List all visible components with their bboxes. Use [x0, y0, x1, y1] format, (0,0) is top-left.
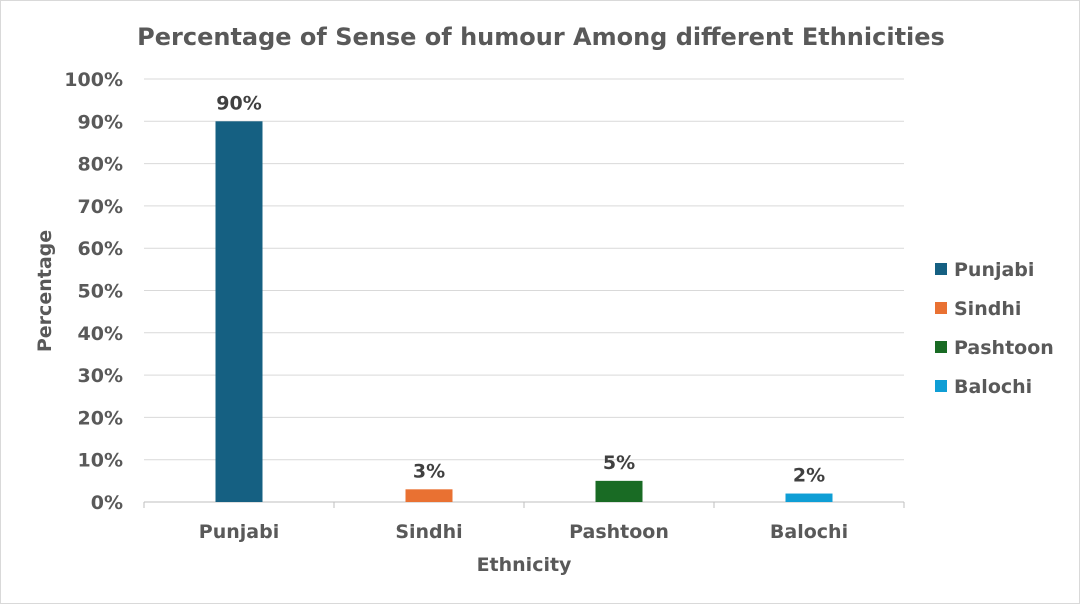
data-labels: 90% 3% 5% 2%	[216, 92, 825, 486]
legend-label: Sindhi	[954, 298, 1021, 320]
y-tick-label: 50%	[78, 281, 123, 303]
data-label-pashtoon: 5%	[603, 452, 635, 474]
y-tick-label: 20%	[78, 407, 123, 429]
y-tick-label: 90%	[78, 111, 123, 133]
legend-item-pashtoon: Pashtoon	[935, 337, 1054, 359]
legend-item-balochi: Balochi	[935, 376, 1032, 398]
category-label-balochi: Balochi	[770, 521, 848, 543]
y-tick-label: 30%	[78, 365, 123, 387]
legend-label: Punjabi	[954, 259, 1034, 281]
chart-title: Percentage of Sense of humour Among diff…	[137, 23, 945, 51]
y-tick-label: 100%	[64, 69, 123, 91]
data-label-balochi: 2%	[793, 465, 825, 487]
legend-item-sindhi: Sindhi	[935, 298, 1021, 320]
legend-swatch	[935, 302, 947, 314]
category-label-sindhi: Sindhi	[395, 521, 462, 543]
legend-swatch	[935, 263, 947, 275]
legend-item-punjabi: Punjabi	[935, 259, 1034, 281]
legend-label: Pashtoon	[954, 337, 1054, 359]
y-tick-label: 0%	[91, 492, 123, 514]
x-axis-categories: Punjabi Sindhi Pashtoon Balochi	[199, 521, 848, 543]
bar-pashtoon	[595, 480, 643, 502]
data-label-sindhi: 3%	[413, 460, 445, 482]
bar-punjabi	[215, 121, 263, 503]
legend-label: Balochi	[954, 376, 1032, 398]
x-axis-title: Ethnicity	[477, 554, 572, 576]
category-label-punjabi: Punjabi	[199, 521, 279, 543]
y-tick-label: 80%	[78, 154, 123, 176]
y-tick-label: 10%	[78, 450, 123, 472]
bars	[215, 121, 833, 503]
legend: Punjabi Sindhi Pashtoon Balochi	[935, 259, 1054, 398]
y-tick-label: 40%	[78, 323, 123, 345]
data-label-punjabi: 90%	[216, 92, 261, 114]
y-tick-label: 60%	[78, 238, 123, 260]
bar-sindhi	[405, 489, 453, 502]
category-label-pashtoon: Pashtoon	[569, 521, 669, 543]
bar-balochi	[785, 493, 833, 502]
y-axis-ticks: 0% 10% 20% 30% 40% 50% 60% 70% 80% 90% 100%	[64, 69, 123, 514]
y-tick-label: 70%	[78, 196, 123, 218]
legend-swatch	[935, 341, 947, 353]
legend-swatch	[935, 380, 947, 392]
gridlines	[143, 78, 905, 508]
y-axis-title: Percentage	[34, 230, 56, 352]
